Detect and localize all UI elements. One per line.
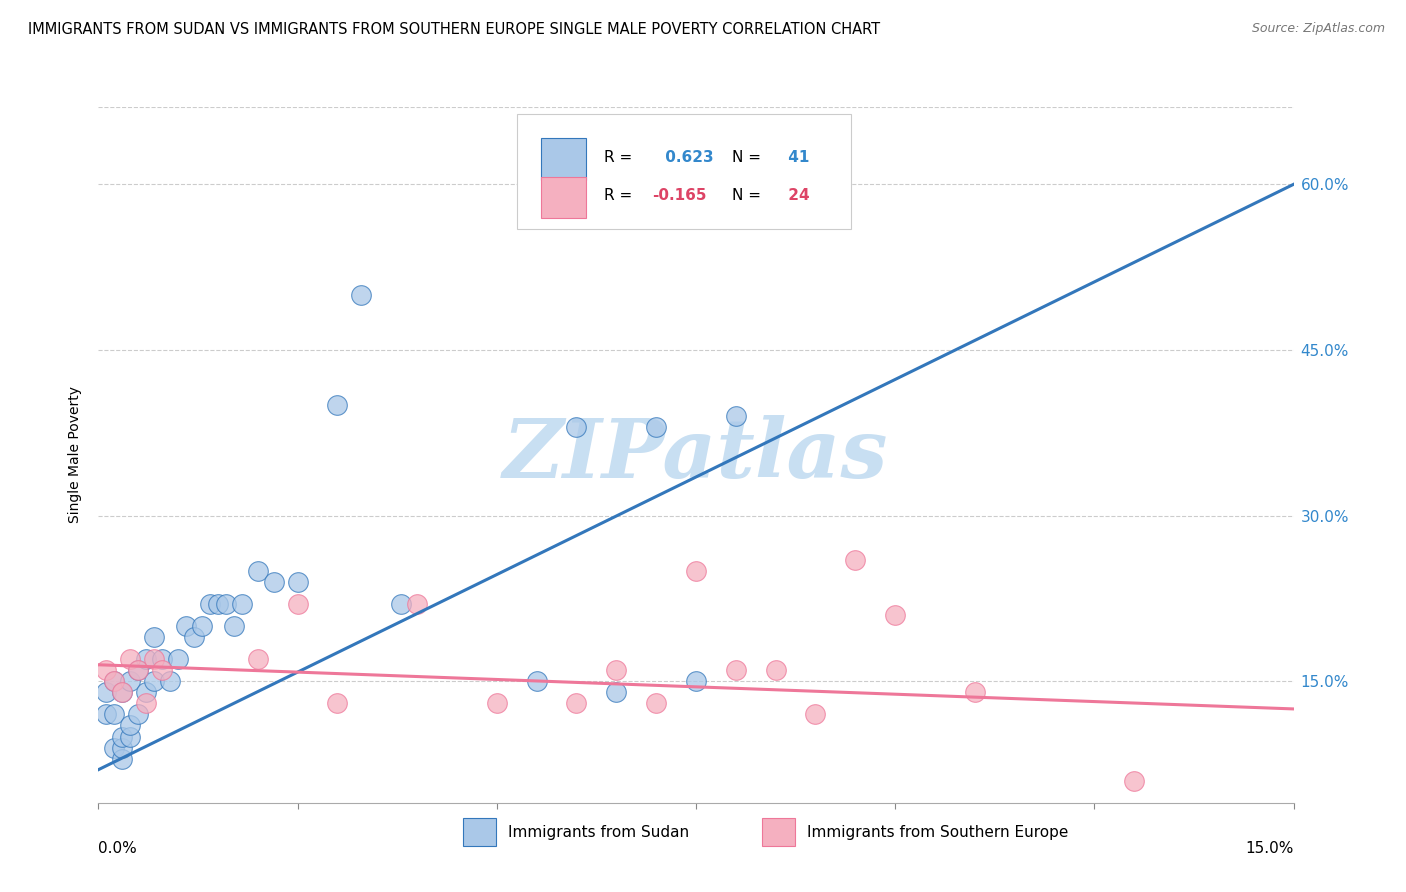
Bar <box>762 818 796 846</box>
Point <box>287 574 309 589</box>
Text: 41: 41 <box>783 150 810 165</box>
Point <box>685 564 707 578</box>
Text: 15.0%: 15.0% <box>1246 841 1294 856</box>
Point <box>167 652 190 666</box>
Bar <box>540 177 586 219</box>
Point <box>120 652 142 666</box>
Point <box>127 663 149 677</box>
Point <box>645 697 668 711</box>
Point <box>135 652 157 666</box>
Point <box>246 564 269 578</box>
Text: R =: R = <box>605 150 637 165</box>
Bar <box>540 138 586 180</box>
Point <box>135 697 157 711</box>
Point <box>191 619 214 633</box>
Point <box>605 663 627 677</box>
Point <box>143 630 166 644</box>
Point <box>111 740 134 755</box>
Point <box>605 685 627 699</box>
Text: 0.623: 0.623 <box>661 150 714 165</box>
Point <box>120 730 142 744</box>
Point <box>135 685 157 699</box>
Y-axis label: Single Male Poverty: Single Male Poverty <box>69 386 83 524</box>
Point <box>350 287 373 301</box>
FancyBboxPatch shape <box>517 114 852 229</box>
Point <box>103 674 125 689</box>
Point <box>143 674 166 689</box>
Point <box>389 597 412 611</box>
Point <box>565 697 588 711</box>
Point <box>111 751 134 765</box>
Point <box>120 674 142 689</box>
Point <box>406 597 429 611</box>
Point <box>111 685 134 699</box>
Text: -0.165: -0.165 <box>652 188 706 202</box>
Text: R =: R = <box>605 188 637 202</box>
Point <box>183 630 205 644</box>
Text: N =: N = <box>733 188 766 202</box>
Text: IMMIGRANTS FROM SUDAN VS IMMIGRANTS FROM SOUTHERN EUROPE SINGLE MALE POVERTY COR: IMMIGRANTS FROM SUDAN VS IMMIGRANTS FROM… <box>28 22 880 37</box>
Text: 0.0%: 0.0% <box>98 841 138 856</box>
Point <box>150 652 173 666</box>
Text: 24: 24 <box>783 188 810 202</box>
Point <box>215 597 238 611</box>
Text: N =: N = <box>733 150 766 165</box>
Point <box>150 663 173 677</box>
Point <box>127 707 149 722</box>
Point <box>143 652 166 666</box>
Point <box>120 718 142 732</box>
Point <box>103 740 125 755</box>
Text: Immigrants from Southern Europe: Immigrants from Southern Europe <box>807 824 1069 839</box>
Point <box>724 409 747 424</box>
Point <box>198 597 221 611</box>
Point <box>222 619 245 633</box>
Text: Source: ZipAtlas.com: Source: ZipAtlas.com <box>1251 22 1385 36</box>
Point <box>287 597 309 611</box>
Point <box>111 730 134 744</box>
Point <box>963 685 986 699</box>
Text: Immigrants from Sudan: Immigrants from Sudan <box>509 824 689 839</box>
Point <box>159 674 181 689</box>
Point <box>96 685 118 699</box>
Point <box>565 420 588 434</box>
Point <box>127 663 149 677</box>
Point <box>326 398 349 412</box>
Point <box>103 707 125 722</box>
Point <box>174 619 197 633</box>
Point <box>485 697 508 711</box>
Point <box>246 652 269 666</box>
Point <box>645 420 668 434</box>
Point <box>231 597 253 611</box>
Point <box>96 707 118 722</box>
Point <box>103 674 125 689</box>
Point <box>263 574 285 589</box>
Point <box>207 597 229 611</box>
Point <box>804 707 827 722</box>
Point <box>526 674 548 689</box>
Point <box>685 674 707 689</box>
Point <box>1123 773 1146 788</box>
Point <box>111 685 134 699</box>
Text: ZIPatlas: ZIPatlas <box>503 415 889 495</box>
Point <box>765 663 787 677</box>
Point <box>96 663 118 677</box>
Point <box>884 608 907 623</box>
Bar <box>463 818 496 846</box>
Point <box>844 553 866 567</box>
Point <box>326 697 349 711</box>
Point <box>724 663 747 677</box>
